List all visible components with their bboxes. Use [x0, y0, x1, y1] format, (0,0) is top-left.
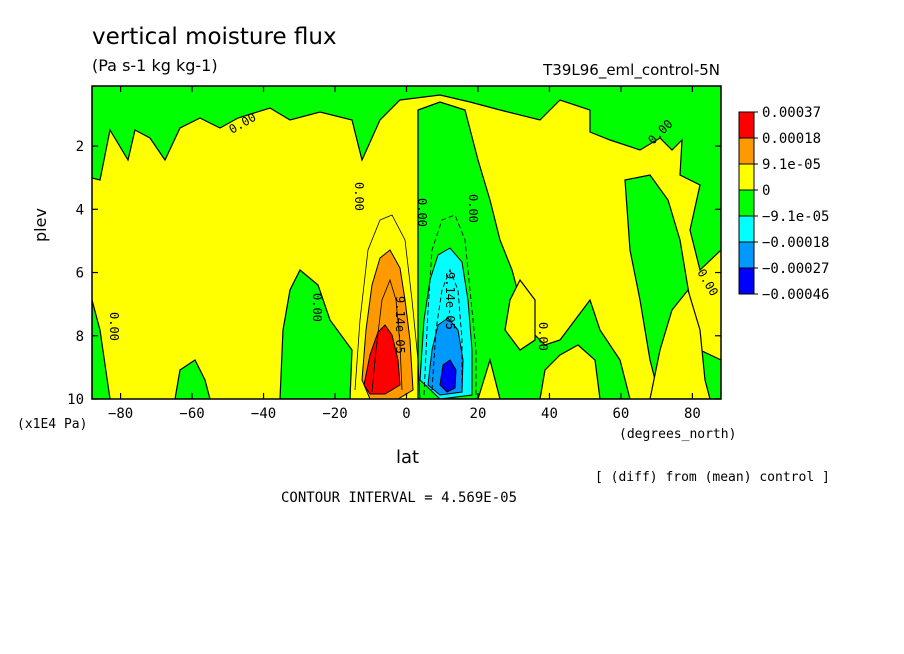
legend-label: −9.1e-05: [762, 209, 829, 225]
legend-label: 0.00018: [762, 131, 821, 147]
x-tick-label: −20: [322, 406, 347, 422]
legend-swatch: [738, 215, 755, 243]
yellow-island-2: [649, 288, 711, 399]
legend-label: 0: [762, 183, 770, 199]
legend-swatch: [738, 111, 755, 139]
pos-contour-1: [354, 214, 421, 399]
legend-swatch: [738, 241, 755, 269]
green-region-top: [92, 86, 721, 272]
neg-contour-1: [423, 214, 477, 399]
green-region-left: [279, 269, 353, 399]
y-tick-label: 6: [76, 266, 84, 282]
contour-interval: CONTOUR INTERVAL = 4.569E-05: [281, 490, 518, 506]
legend-label: −0.00027: [762, 261, 829, 277]
yellow-island-3: [504, 278, 536, 351]
neg-contour-2: [431, 268, 463, 391]
chart-title: vertical moisture flux: [92, 24, 337, 50]
diff-note: [ (diff) from (mean) control ]: [595, 470, 830, 485]
x-axis-ticks: −80 −60 −40 −20 0 20 40 60 80: [108, 86, 701, 422]
y-tick-label: 2: [76, 139, 84, 155]
legend-swatch: [738, 189, 755, 217]
legend-label: −0.00018: [762, 235, 829, 251]
contour-label: 0.00: [310, 293, 324, 322]
contour-label: 0.00: [352, 182, 366, 211]
y-tick-label: 10: [67, 392, 84, 408]
contour-label: 9.14e-05: [393, 296, 407, 354]
legend-label: 0.00037: [762, 105, 821, 121]
legend-label: −0.00046: [762, 287, 829, 303]
yellow-island-1: [539, 344, 601, 399]
contour-label: 9.14e-05: [443, 272, 457, 330]
x-tick-label: 60: [613, 406, 630, 422]
x-tick-label: 40: [541, 406, 558, 422]
green-region-center: [417, 101, 631, 399]
deep-blue-lobe: [439, 359, 457, 393]
legend-swatch: [738, 267, 755, 295]
legend-label: 9.1e-05: [762, 157, 821, 173]
color-legend: 0.00037 0.00018 9.1e-05 0 −9.1e-05 −0.00018 −0…: [738, 105, 829, 303]
x-tick-label: 0: [402, 406, 410, 422]
x-axis-label: lat: [396, 447, 420, 468]
y-axis-unit: (x1E4 Pa): [17, 417, 88, 432]
y-tick-label: 4: [76, 202, 84, 218]
contour-label: 0.00: [107, 312, 121, 341]
red-lobe: [363, 324, 401, 395]
x-tick-label: −80: [108, 406, 133, 422]
x-tick-label: 80: [684, 406, 701, 422]
y-tick-label: 8: [76, 329, 84, 345]
pos-contour-2: [371, 278, 403, 393]
x-tick-label: 20: [470, 406, 487, 422]
legend-swatch: [738, 163, 755, 191]
run-id: T39L96_eml_control-5N: [543, 61, 720, 79]
contour-label: 0.00: [466, 194, 480, 223]
contour-label: 0.00: [415, 198, 429, 227]
contour-label: 0.00: [536, 322, 550, 351]
legend-swatch: [738, 137, 755, 165]
x-tick-label: −40: [251, 406, 276, 422]
x-tick-label: −60: [179, 406, 204, 422]
chart-units: (Pa s-1 kg kg-1): [92, 56, 218, 75]
y-axis-ticks: 2 4 6 8 10: [67, 139, 721, 408]
x-axis-unit: (degrees_north): [619, 427, 737, 442]
green-region-far-left: [92, 299, 111, 399]
green-region-left2: [174, 359, 211, 399]
